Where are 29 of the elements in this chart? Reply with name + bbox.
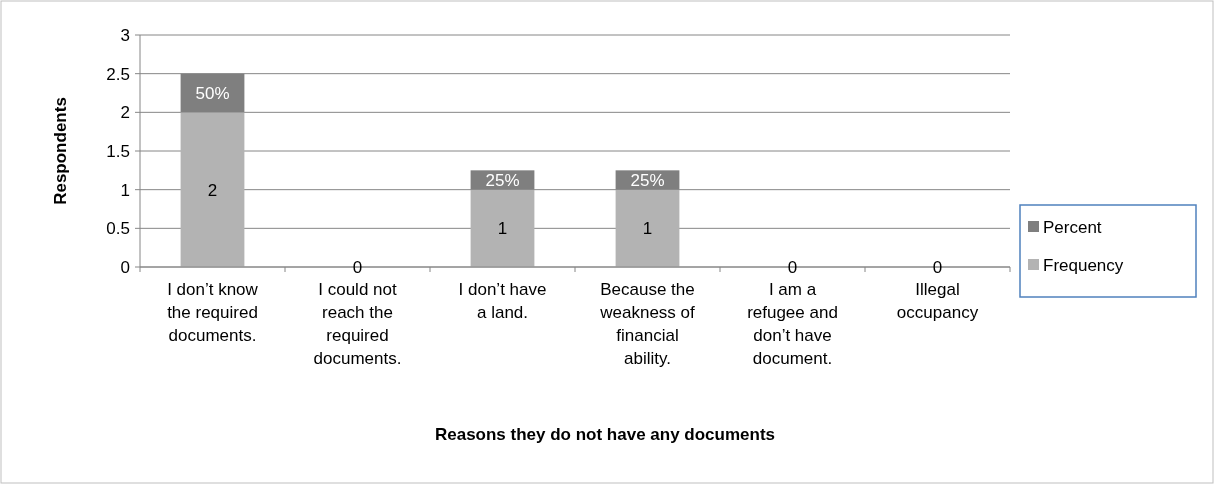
y-tick-label: 1.5: [106, 141, 130, 161]
y-tick-label: 2: [120, 103, 130, 123]
data-label: 25%: [485, 170, 520, 190]
data-label: 1: [642, 219, 653, 239]
x-tick-label: I am a refugee and don’t have document.: [747, 280, 838, 368]
data-label: 0: [352, 257, 363, 277]
legend-label: Percent: [1043, 217, 1102, 237]
data-label: 0: [932, 257, 943, 277]
x-tick-label: Illegal occupancy: [896, 280, 979, 322]
data-label: 50%: [195, 83, 230, 103]
legend-label: Frequency: [1043, 255, 1124, 275]
x-tick-label: I could not reach the required documents.: [313, 280, 402, 368]
bar: [470, 189, 535, 267]
y-tick-label: 0: [120, 257, 130, 277]
bar: [180, 112, 245, 267]
x-tick-label: I don’t know the required documents.: [167, 280, 259, 345]
bar: [615, 189, 680, 267]
data-label: 2: [207, 180, 218, 200]
y-tick-label: 1: [120, 180, 130, 200]
y-axis-title: Respondents: [51, 97, 70, 205]
x-axis-title: Reasons they do not have any documents: [434, 425, 776, 444]
y-tick-label: 0.5: [106, 219, 130, 239]
data-label: 1: [497, 219, 508, 239]
y-tick-label: 3: [120, 25, 130, 45]
data-label: 25%: [630, 170, 665, 190]
x-tick-label: I don’t have a land.: [458, 280, 547, 322]
y-tick-label: 2.5: [106, 64, 130, 84]
data-label: 0: [787, 257, 798, 277]
x-tick-label: Because the weakness of financial ability.: [599, 280, 696, 368]
